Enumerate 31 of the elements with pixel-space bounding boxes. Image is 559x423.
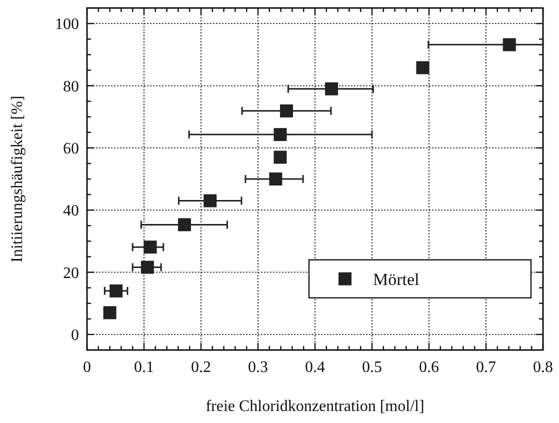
y-tick-label: 20: [63, 264, 79, 282]
x-tick-label: 0.7: [476, 359, 496, 376]
point: [110, 284, 123, 298]
y-tick-label: 60: [63, 140, 79, 158]
point: [103, 306, 116, 320]
point: [204, 194, 217, 208]
y-tick-label: 100: [55, 16, 79, 34]
y-axis-title: Initiierungshäufigkeit [%]: [9, 96, 26, 262]
point: [416, 61, 430, 74]
x-tick-label: 0: [83, 359, 91, 376]
legend-label: Mörtel: [373, 270, 420, 289]
x-axis-title: freie Chloridkonzentration [mol/l]: [206, 398, 424, 415]
x-tick-label: 0.1: [134, 359, 154, 376]
x-tick-label: 0.3: [248, 359, 268, 376]
y-tick-label: 80: [63, 78, 79, 96]
x-tick-label: 0.4: [305, 359, 325, 376]
point: [144, 240, 157, 254]
x-tick-label: 0.8: [533, 359, 553, 376]
point: [274, 128, 287, 142]
point: [325, 82, 338, 96]
point: [502, 38, 516, 52]
point: [178, 218, 191, 232]
x-tick-label: 0.5: [362, 359, 382, 376]
point: [269, 172, 282, 186]
point: [274, 150, 287, 164]
point: [280, 104, 293, 118]
x-tick-label: 0.2: [191, 359, 211, 376]
point: [140, 260, 154, 274]
y-tick-label: 40: [63, 202, 79, 220]
x-tick-label: 0.6: [419, 359, 439, 376]
y-tick-label: 0: [71, 327, 79, 344]
